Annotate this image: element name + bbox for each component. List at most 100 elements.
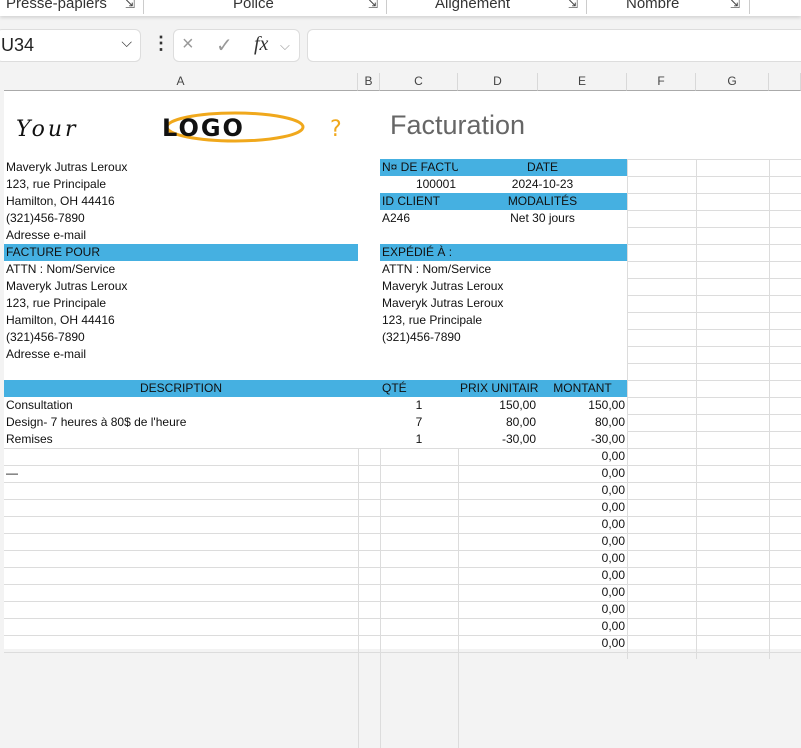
dialog-launcher-icon[interactable]: ⇲	[368, 0, 379, 11]
item-amount[interactable]: 0,00	[601, 449, 625, 463]
chevron-down-icon[interactable]: ⌵	[280, 38, 290, 53]
bill-to-header[interactable]: FACTURE POUR	[4, 244, 358, 261]
terms-label[interactable]: MODALITÉS	[458, 193, 627, 210]
enter-icon[interactable]: ✓	[216, 35, 233, 57]
dialog-launcher-icon[interactable]: ⇲	[125, 0, 136, 11]
item-description[interactable]: Design- 7 heures à 80$ de l'heure	[6, 415, 187, 429]
column-header[interactable]: D	[458, 73, 538, 91]
gridline	[4, 601, 801, 602]
gridline	[4, 584, 801, 585]
formula-buttons: × ✓ fx ⌵	[173, 29, 300, 62]
client-id[interactable]: A246	[382, 211, 411, 225]
item-amount[interactable]: 0,00	[601, 551, 625, 565]
dialog-launcher-icon[interactable]: ⇲	[730, 0, 741, 11]
gridline	[627, 159, 801, 160]
bill-to-line[interactable]: 123, rue Principale	[6, 296, 107, 310]
gridline	[458, 448, 459, 748]
gridline	[627, 346, 801, 347]
divider	[586, 0, 587, 14]
bill-to-line[interactable]: Hamilton, OH 44416	[6, 313, 115, 327]
terms[interactable]: Net 30 jours	[510, 211, 575, 225]
item-qty[interactable]: 7	[415, 415, 423, 429]
item-amount[interactable]: 0,00	[601, 466, 625, 480]
invoice-no[interactable]: 100001	[415, 177, 456, 191]
qty-header[interactable]: QTÉ	[380, 380, 458, 397]
ship-to-line[interactable]: Maveryk Jutras Leroux	[382, 296, 504, 310]
item-amount[interactable]: 0,00	[601, 619, 625, 633]
client-id-label[interactable]: ID CLIENT	[380, 193, 458, 210]
gridline	[627, 295, 801, 296]
svg-text:Your: Your	[16, 117, 79, 142]
item-amount[interactable]: 80,00	[594, 415, 625, 429]
insert-function-icon[interactable]: fx	[254, 33, 269, 55]
item-amount[interactable]: -30,00	[590, 432, 625, 446]
logo: Your LOGO ?	[12, 109, 362, 145]
formula-input[interactable]	[307, 29, 801, 62]
gridline	[4, 516, 801, 517]
gridline	[627, 244, 801, 245]
more-options-icon[interactable]: ⋮	[152, 33, 170, 53]
gridline	[380, 448, 381, 748]
column-header[interactable]	[769, 73, 801, 91]
item-qty[interactable]: 1	[415, 432, 423, 446]
sender-line[interactable]: Adresse e-mail	[6, 228, 87, 242]
item-qty[interactable]: 1	[415, 398, 423, 412]
column-header[interactable]: F	[627, 73, 696, 91]
item-amount[interactable]: 0,00	[601, 534, 625, 548]
invoice-date[interactable]: 2024-10-23	[511, 177, 574, 191]
ship-to-line[interactable]: ATTN : Nom/Service	[382, 262, 492, 276]
column-header[interactable]: G	[696, 73, 769, 91]
item-description[interactable]: —	[6, 466, 18, 480]
item-amount[interactable]: 0,00	[601, 483, 625, 497]
svg-text:?: ?	[330, 117, 342, 142]
item-description[interactable]: Remises	[6, 432, 53, 446]
column-header[interactable]: A	[4, 73, 358, 91]
gridline	[4, 652, 801, 653]
ribbon-group-clipboard: Presse-papiers	[6, 0, 107, 12]
sender-line[interactable]: Maveryk Jutras Leroux	[6, 160, 128, 174]
bill-to-line[interactable]: Maveryk Jutras Leroux	[6, 279, 128, 293]
gridline	[627, 159, 628, 659]
gridline	[627, 380, 801, 381]
gridline	[627, 431, 801, 432]
gridline	[696, 159, 697, 659]
cancel-icon[interactable]: ×	[182, 33, 194, 55]
ship-to-line[interactable]: Maveryk Jutras Leroux	[382, 279, 504, 293]
bill-to-line[interactable]: ATTN : Nom/Service	[6, 262, 116, 276]
item-unit-price[interactable]: -30,00	[501, 432, 536, 446]
item-amount[interactable]: 0,00	[601, 568, 625, 582]
column-header[interactable]: B	[358, 73, 380, 91]
item-amount[interactable]: 0,00	[601, 585, 625, 599]
item-amount[interactable]: 0,00	[601, 602, 625, 616]
item-unit-price[interactable]: 150,00	[499, 398, 536, 412]
chevron-down-icon[interactable]: ⌵	[121, 34, 132, 50]
item-description[interactable]: Consultation	[6, 398, 73, 412]
ship-to-line[interactable]: 123, rue Principale	[382, 313, 483, 327]
bill-to-line[interactable]: (321)456-7890	[6, 330, 85, 344]
gridline	[627, 329, 801, 330]
description-header[interactable]: DESCRIPTION	[4, 380, 358, 397]
bill-to-line[interactable]: Adresse e-mail	[6, 347, 87, 361]
sender-line[interactable]: (321)456-7890	[6, 211, 85, 225]
item-amount[interactable]: 0,00	[601, 500, 625, 514]
dialog-launcher-icon[interactable]: ⇲	[568, 0, 579, 11]
gridline	[4, 618, 801, 619]
item-amount[interactable]: 0,00	[601, 517, 625, 531]
sender-line[interactable]: 123, rue Principale	[6, 177, 107, 191]
item-unit-price[interactable]: 80,00	[505, 415, 536, 429]
column-header[interactable]: C	[380, 73, 458, 91]
ship-to-header[interactable]: EXPÉDIÉ À :	[380, 244, 627, 261]
sender-line[interactable]: Hamilton, OH 44416	[6, 194, 115, 208]
item-amount[interactable]: 150,00	[588, 398, 625, 412]
ribbon: Presse-papiers ⇲ Police ⇲ Alignement ⇲ N…	[0, 0, 801, 16]
amount-header[interactable]: MONTANT	[538, 380, 627, 397]
date-label[interactable]: DATE	[458, 159, 627, 176]
name-box[interactable]: U34 ⌵	[0, 29, 141, 62]
invoice-no-label[interactable]: N¤ DE FACTUR	[380, 159, 458, 176]
ship-to-line[interactable]: (321)456-7890	[382, 330, 461, 344]
item-amount[interactable]: 0,00	[601, 636, 625, 650]
unit-price-header[interactable]: PRIX UNITAIRE	[458, 380, 538, 397]
column-header[interactable]: E	[538, 73, 627, 91]
worksheet[interactable]: Your LOGO ? Facturation Maveryk Jutras L…	[4, 91, 801, 748]
gridline	[627, 176, 801, 177]
